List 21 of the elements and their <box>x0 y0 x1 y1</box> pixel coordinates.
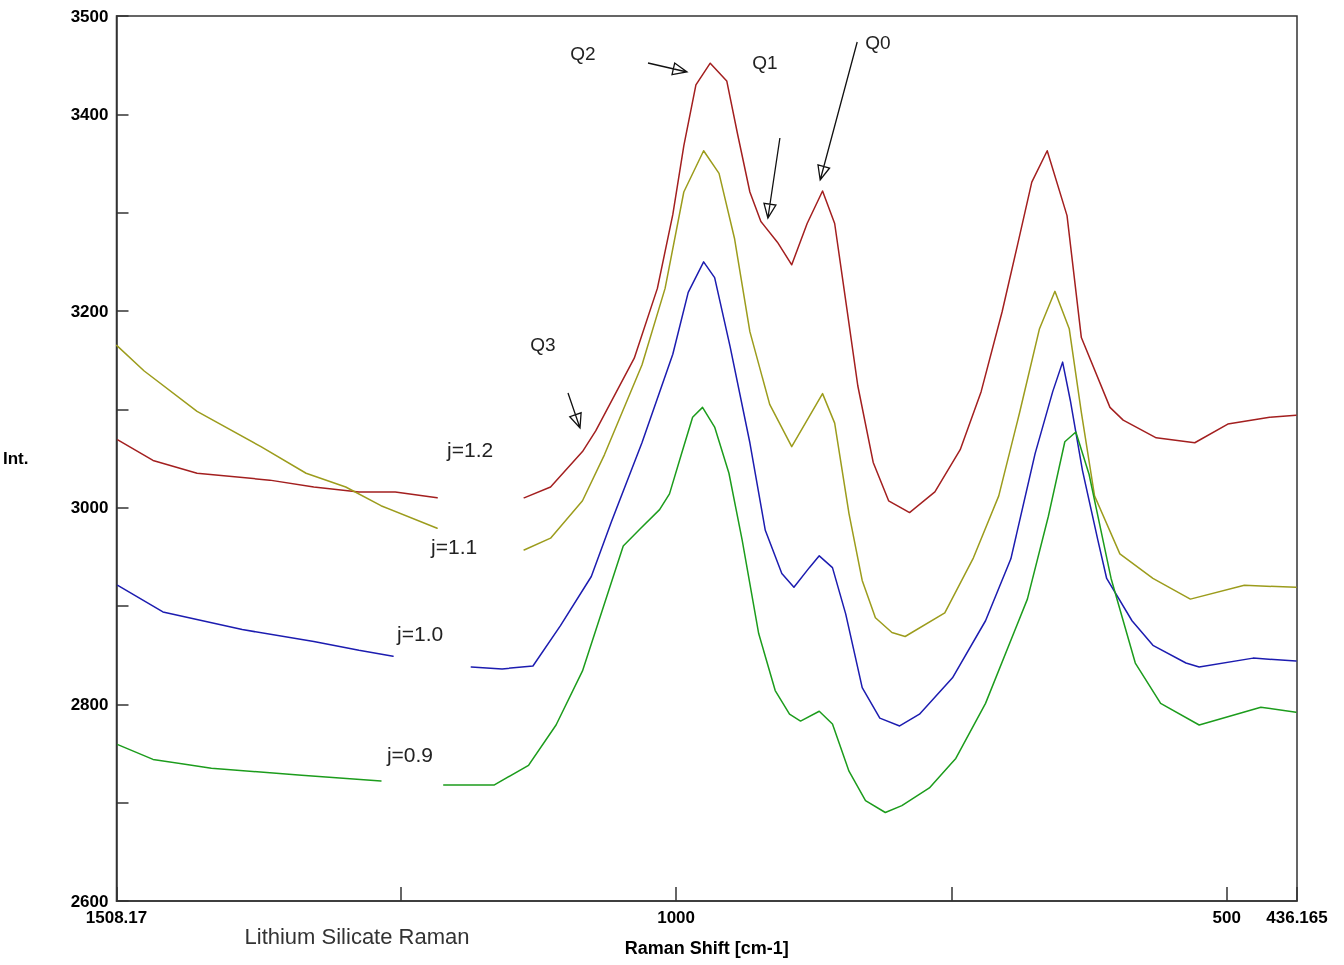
y-tick-label: 2600 <box>70 891 109 911</box>
annotation: Q3 <box>530 333 556 355</box>
series-label: j=1.0 <box>396 621 444 645</box>
y-tick-label: 3400 <box>70 104 109 124</box>
text: Lithium Silicate Raman <box>244 923 470 949</box>
annotation: Q1 <box>752 51 778 73</box>
y-tick-label: 3000 <box>70 498 109 518</box>
annotation: Q0 <box>865 31 891 53</box>
x-tick-label: 1508.17 <box>85 908 148 927</box>
y-tick-label: 3500 <box>70 6 109 26</box>
y-tick-label: 2800 <box>70 694 109 714</box>
x-axis-title: Raman Shift [cm-1] <box>624 938 789 958</box>
x-tick-label: 436.165 <box>1266 908 1328 927</box>
annotation: Q2 <box>570 42 596 64</box>
x-tick-label: 500 <box>1212 908 1241 927</box>
series-label: j=1.2 <box>446 438 494 462</box>
x-tick-label: 1000 <box>657 908 696 927</box>
y-tick-label: 3200 <box>70 301 109 321</box>
y-axis-title: Int. <box>2 449 29 468</box>
series-label: j=1.1 <box>430 534 478 558</box>
series-label: j=0.9 <box>385 742 434 766</box>
